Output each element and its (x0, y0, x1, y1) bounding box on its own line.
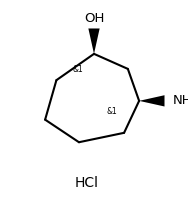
Polygon shape (139, 95, 164, 106)
Text: &1: &1 (73, 65, 83, 74)
Text: OH: OH (84, 12, 104, 25)
Polygon shape (88, 29, 100, 54)
Text: NH₂: NH₂ (173, 94, 188, 107)
Text: &1: &1 (106, 107, 117, 116)
Text: HCl: HCl (74, 176, 99, 190)
